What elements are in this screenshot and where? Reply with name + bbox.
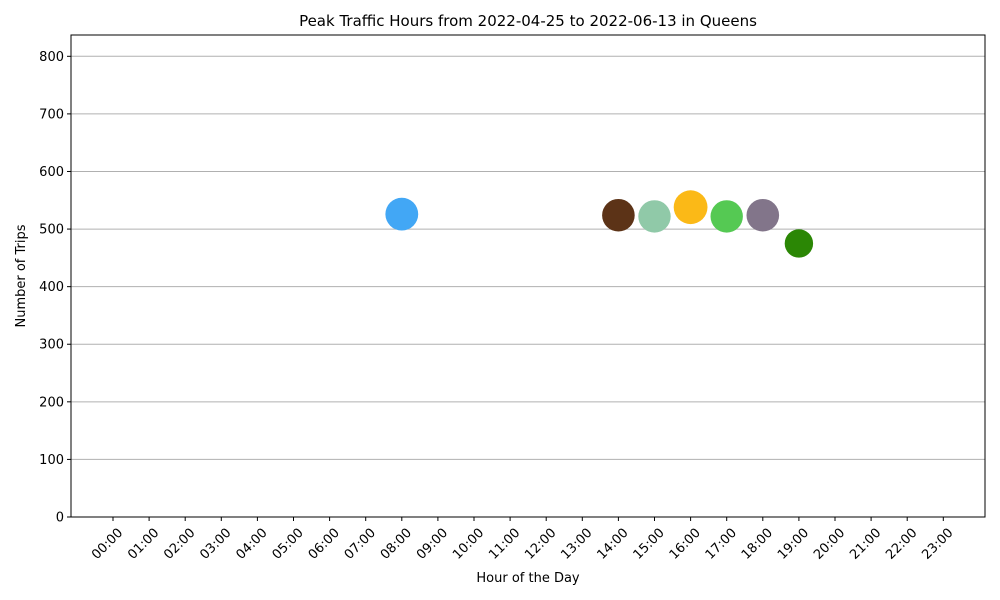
x-tick-label: 20:00 [811, 526, 848, 563]
data-point [746, 198, 780, 232]
y-tick-label: 100 [39, 453, 64, 468]
data-points [385, 190, 814, 258]
x-tick-label: 13:00 [558, 526, 595, 563]
y-tick-label: 200 [39, 395, 64, 410]
y-axis-ticks: 0 100 200 300 400 500 600 700 800 [39, 50, 71, 526]
data-point [602, 198, 635, 232]
x-tick-label: 04:00 [233, 526, 270, 563]
x-tick-label: 23:00 [919, 526, 956, 563]
data-point [784, 229, 814, 258]
x-tick-label: 17:00 [703, 526, 740, 563]
x-tick-label: 05:00 [270, 526, 307, 563]
x-tick-label: 09:00 [414, 526, 451, 563]
x-tick-label: 12:00 [522, 526, 559, 563]
x-tick-label: 18:00 [739, 526, 776, 563]
y-tick-label: 0 [56, 511, 64, 526]
plot-frame [70, 34, 986, 518]
x-tick-label: 02:00 [161, 526, 198, 563]
x-tick-label: 08:00 [378, 526, 415, 563]
data-point [710, 200, 743, 233]
y-tick-label: 800 [39, 50, 64, 65]
y-tick-label: 500 [39, 223, 64, 238]
x-tick-label: 01:00 [125, 526, 162, 563]
y-tick-label: 400 [39, 280, 64, 295]
y-tick-label: 600 [39, 165, 64, 180]
x-tick-label: 03:00 [197, 526, 234, 563]
x-tick-label: 15:00 [631, 526, 668, 563]
grid-lines [71, 55, 985, 460]
x-axis-ticks: 00:0001:0002:0003:0004:0005:0006:0007:00… [89, 517, 956, 563]
chart-title: Peak Traffic Hours from 2022-04-25 to 20… [299, 12, 757, 30]
x-tick-label: 21:00 [847, 526, 884, 563]
data-point [638, 200, 671, 233]
data-point [385, 197, 419, 231]
data-point [673, 190, 708, 225]
x-tick-label: 14:00 [594, 526, 631, 563]
x-axis-label: Hour of the Day [476, 571, 580, 586]
x-tick-label: 22:00 [883, 526, 920, 563]
y-tick-label: 700 [39, 107, 64, 122]
x-tick-label: 11:00 [486, 526, 523, 563]
x-tick-label: 00:00 [89, 526, 126, 563]
x-tick-label: 06:00 [306, 526, 343, 563]
y-tick-label: 300 [39, 338, 64, 353]
x-tick-label: 10:00 [450, 526, 487, 563]
x-tick-label: 07:00 [342, 526, 379, 563]
y-axis-label: Number of Trips [14, 224, 29, 327]
x-tick-label: 19:00 [775, 526, 812, 563]
x-tick-label: 16:00 [667, 526, 704, 563]
